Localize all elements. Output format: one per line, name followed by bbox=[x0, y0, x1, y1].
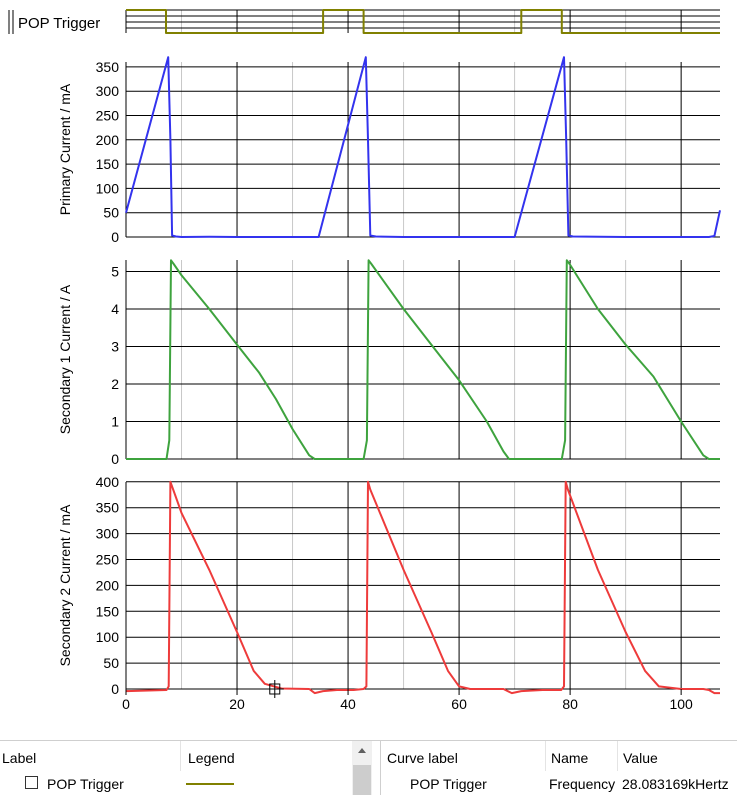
panel3-ytick-label: 100 bbox=[96, 629, 120, 645]
label-column-header[interactable]: Label bbox=[2, 750, 37, 766]
pop-trigger-checkbox[interactable] bbox=[25, 776, 38, 789]
panel3-ytick-label: 50 bbox=[103, 655, 119, 671]
panel1-ytick-label: 350 bbox=[96, 59, 120, 75]
panel2-ytick-label: 5 bbox=[111, 264, 119, 280]
panel2-ytick-label: 2 bbox=[111, 376, 119, 392]
panel1-ytick-label: 150 bbox=[96, 156, 120, 172]
panel0-series-line bbox=[126, 9, 720, 34]
name-column-header[interactable]: Name bbox=[551, 750, 589, 766]
panel3-series-line bbox=[125, 480, 720, 695]
xtick-label: 100 bbox=[669, 696, 693, 712]
scroll-up-arrow-icon[interactable] bbox=[352, 741, 372, 761]
value-column-header[interactable]: Value bbox=[623, 750, 658, 766]
values-row-value: 28.083169kHertz bbox=[622, 776, 729, 792]
xtick-label: 80 bbox=[562, 696, 578, 712]
xtick-label: 20 bbox=[229, 696, 245, 712]
xtick-label: 60 bbox=[451, 696, 467, 712]
panel1-ytick-label: 100 bbox=[96, 180, 120, 196]
values-row-name: Frequency bbox=[549, 776, 616, 792]
panel0-ylabel: POP Trigger bbox=[18, 15, 100, 32]
panel2-ylabel: Secondary 1 Current / A bbox=[57, 284, 73, 434]
panel1-ytick-label: 250 bbox=[96, 108, 120, 124]
panel2-series-line bbox=[126, 259, 720, 460]
panel1-ytick-label: 0 bbox=[111, 229, 119, 245]
legend-row-label: POP Trigger bbox=[47, 776, 124, 792]
xtick-label: 40 bbox=[340, 696, 356, 712]
scrollbar-thumb[interactable] bbox=[353, 765, 371, 795]
panel1-series-line bbox=[125, 56, 721, 238]
panel3-ytick-label: 150 bbox=[96, 603, 120, 619]
panel1-ylabel: Primary Current / mA bbox=[57, 83, 73, 215]
legend-panel: Label Legend POP Trigger bbox=[0, 741, 372, 795]
xtick-label: 0 bbox=[122, 696, 130, 712]
panel2-ytick-label: 3 bbox=[111, 339, 119, 355]
legend-column-header[interactable]: Legend bbox=[188, 750, 235, 766]
panel3-ytick-label: 200 bbox=[96, 577, 120, 593]
panel3-ylabel: Secondary 2 Current / mA bbox=[57, 504, 73, 667]
panel2-ytick-label: 0 bbox=[111, 451, 119, 467]
panel1-ytick-label: 50 bbox=[103, 205, 119, 221]
panel1-ytick-label: 300 bbox=[96, 83, 120, 99]
panel3-ytick-label: 250 bbox=[96, 552, 120, 568]
panel3-ytick-label: 300 bbox=[96, 526, 120, 542]
panel2-ytick-label: 4 bbox=[111, 301, 119, 317]
chart-area: POP Trigger050100150200250300350Primary … bbox=[0, 9, 737, 741]
panel3-ytick-label: 350 bbox=[96, 500, 120, 516]
values-panel: Curve label Name Value POP Trigger Frequ… bbox=[380, 741, 737, 795]
curve-label-column-header[interactable]: Curve label bbox=[387, 750, 458, 766]
panel1-ytick-label: 200 bbox=[96, 132, 120, 148]
panel3-ytick-label: 0 bbox=[111, 681, 119, 697]
panel3-ytick-label: 400 bbox=[96, 474, 120, 490]
panel2-ytick-label: 1 bbox=[111, 414, 119, 430]
values-row-curve-label: POP Trigger bbox=[410, 776, 487, 792]
legend-swatch bbox=[186, 783, 234, 785]
